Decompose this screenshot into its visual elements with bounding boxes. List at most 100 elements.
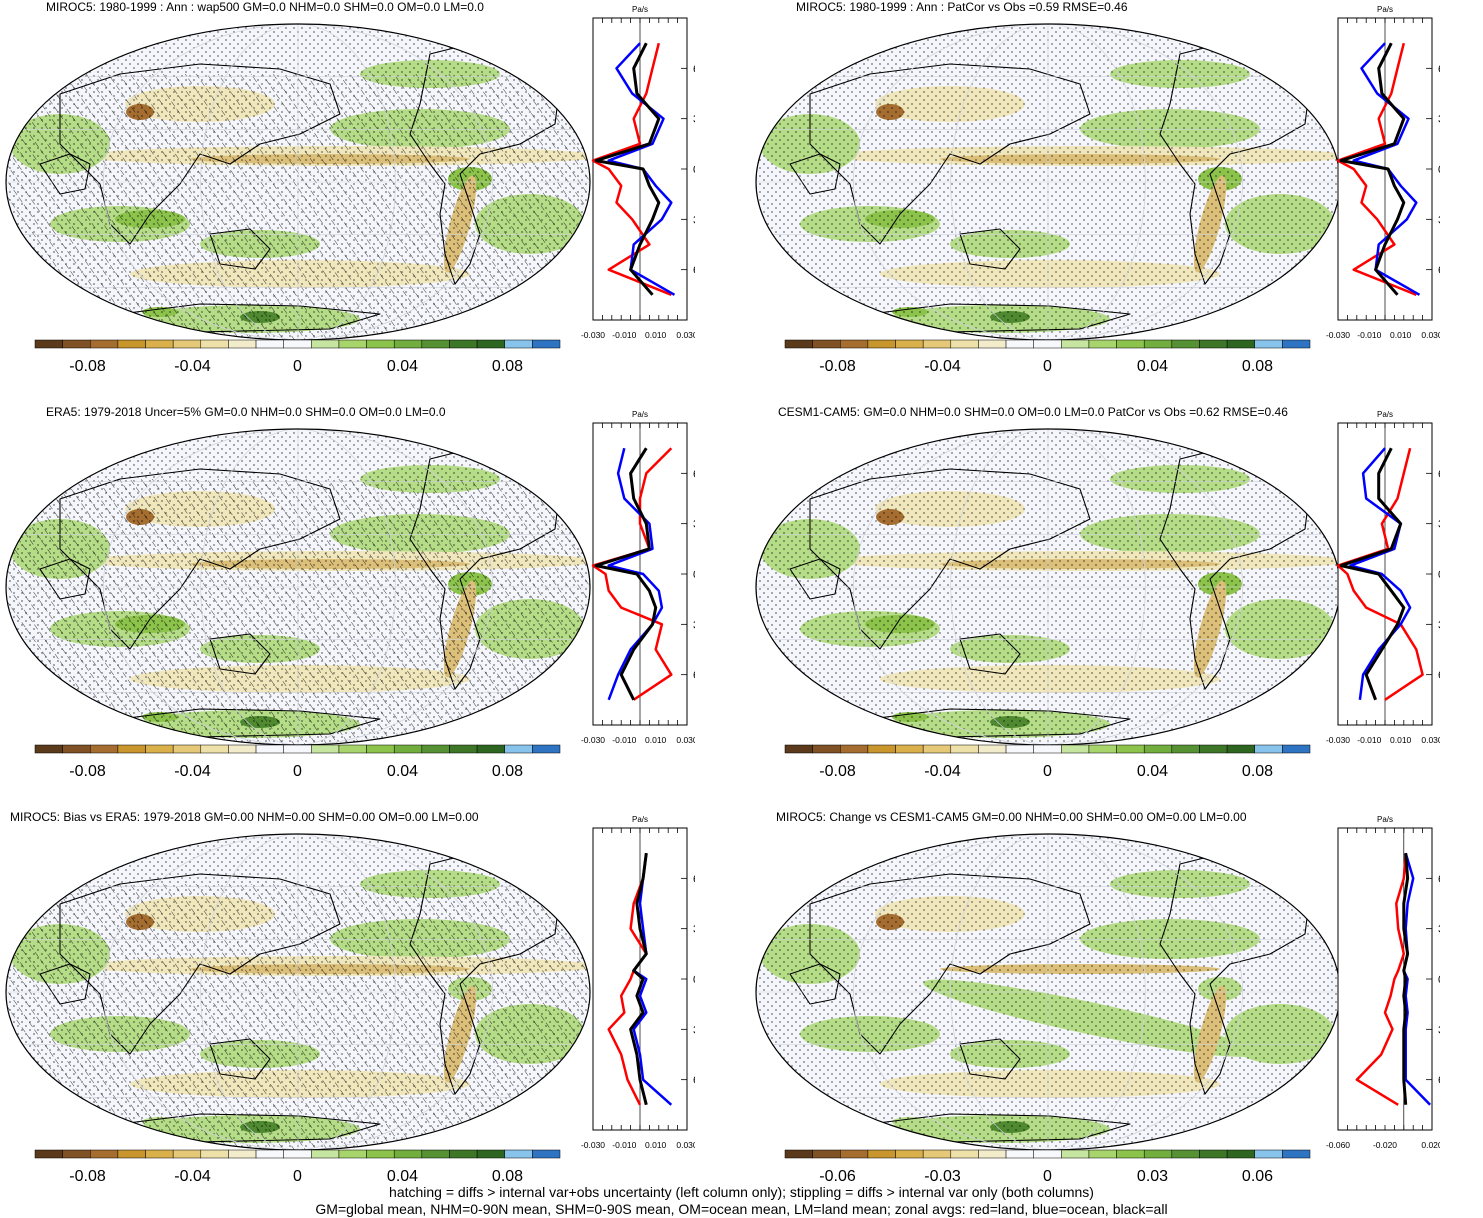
colorbar-swatch bbox=[421, 744, 450, 754]
colorbar-label: 0.08 bbox=[1242, 358, 1273, 375]
colorbar-swatch bbox=[62, 339, 91, 349]
colorbar-swatch bbox=[393, 1149, 423, 1159]
world-map bbox=[755, 428, 1341, 746]
lat-tick-label: 30N bbox=[693, 519, 695, 531]
zonal-tick-label: -0.010 bbox=[1357, 330, 1381, 340]
colorbar-label: -0.04 bbox=[924, 763, 961, 780]
colorbar-swatch bbox=[978, 1149, 1007, 1159]
colorbar-swatch bbox=[1171, 744, 1200, 754]
lat-tick-label: 30S bbox=[1438, 1024, 1440, 1036]
series-all bbox=[594, 42, 661, 296]
panel-title: MIROC5: Change vs CESM1-CAM5 GM=0.00 NHM… bbox=[776, 810, 1247, 824]
colorbar-swatch bbox=[1088, 1149, 1117, 1159]
colorbar-label: 0 bbox=[1043, 1168, 1052, 1185]
zonal-unit: Pa/s bbox=[632, 5, 648, 14]
lat-tick-label: 30N bbox=[693, 924, 695, 936]
panel-miroc5-bias: MIROC5: Bias vs ERA5: 1979-2018 GM=0.00 … bbox=[0, 810, 740, 1185]
graticule bbox=[853, 834, 1243, 1150]
colorbar-swatch bbox=[895, 744, 924, 754]
lat-tick-label: 30N bbox=[1438, 114, 1440, 126]
colorbar-label: 0 bbox=[1043, 763, 1052, 780]
colorbar-swatch bbox=[117, 1149, 146, 1159]
zonal-tick-label: 0.010 bbox=[645, 1140, 667, 1150]
series-land bbox=[591, 447, 673, 701]
colorbar-swatch bbox=[1033, 339, 1062, 349]
zonal-tick-label: -0.020 bbox=[1373, 1140, 1397, 1150]
colorbar-swatch bbox=[1254, 744, 1283, 754]
colorbar-swatch bbox=[172, 1149, 202, 1159]
colorbar-swatch bbox=[311, 1149, 340, 1159]
lat-tick-label: 0 bbox=[1438, 569, 1440, 581]
colorbar-swatch bbox=[532, 744, 561, 754]
zonal-average-plot: Pa/s 60N 30N 0 30S 60S -0.030 -0.010 0.010 0.030 bbox=[581, 5, 695, 340]
colorbar-swatch bbox=[255, 339, 284, 349]
panel-miroc5-change: MIROC5: Change vs CESM1-CAM5 GM=0.00 NHM… bbox=[750, 810, 1483, 1185]
series-land bbox=[591, 42, 672, 296]
zonal-average-plot: Pa/s 60N 30N 0 30S 60S -0.030 -0.010 0.010 0.030 bbox=[581, 815, 695, 1150]
colorbar: -0.08 -0.04 0 0.04 0.08 bbox=[784, 339, 1311, 375]
colorbar-swatch bbox=[200, 339, 229, 349]
coastline bbox=[809, 63, 1091, 245]
colorbar-swatch bbox=[200, 744, 229, 754]
panel-title: MIROC5: 1980-1999 : Ann : wap500 GM=0.0 … bbox=[46, 0, 484, 14]
colorbar-swatch bbox=[145, 339, 174, 349]
colorbar-label: -0.06 bbox=[819, 1168, 856, 1185]
graticule bbox=[200, 834, 396, 1150]
stippling bbox=[756, 429, 1340, 745]
stippling bbox=[756, 834, 1340, 1150]
footer-line-1: hatching = diffs > internal var+obs unce… bbox=[389, 1184, 1094, 1200]
colorbar-swatch bbox=[867, 339, 896, 349]
panel-title: MIROC5: Bias vs ERA5: 1979-2018 GM=0.00 … bbox=[10, 810, 479, 824]
colorbar-swatch bbox=[283, 744, 312, 754]
colorbar-swatch bbox=[421, 1149, 450, 1159]
coastline bbox=[789, 963, 841, 1005]
coastline bbox=[209, 228, 271, 270]
colorbar-swatch bbox=[1199, 1149, 1228, 1159]
panel-title: ERA5: 1979-2018 Uncer=5% GM=0.0 NHM=0.0 … bbox=[46, 405, 446, 419]
colorbar-swatch bbox=[1143, 1149, 1173, 1159]
lat-tick-label: 60S bbox=[1438, 670, 1440, 682]
colorbar-swatch bbox=[1199, 339, 1228, 349]
series-ocean bbox=[1349, 447, 1412, 700]
lat-tick-label: 60N bbox=[1438, 873, 1440, 885]
colorbar-swatch bbox=[840, 1149, 869, 1159]
colorbar-label: 0 bbox=[293, 1168, 302, 1185]
graticule bbox=[950, 429, 1146, 745]
series-land bbox=[1355, 853, 1407, 1106]
colorbar-label: 0.06 bbox=[1242, 1168, 1273, 1185]
colorbar-swatch bbox=[366, 744, 395, 754]
map-field bbox=[6, 429, 590, 745]
zonal-unit: Pa/s bbox=[1377, 815, 1393, 824]
coastline bbox=[959, 1038, 1021, 1080]
zonal-tick-label: -0.030 bbox=[1326, 330, 1350, 340]
graticule bbox=[103, 429, 493, 745]
colorbar-swatch bbox=[228, 1149, 257, 1159]
colorbar-swatch bbox=[393, 744, 423, 754]
coastline bbox=[59, 873, 341, 1055]
colorbar-swatch bbox=[90, 339, 119, 349]
colorbar-label: 0.08 bbox=[492, 763, 523, 780]
colorbar-swatch bbox=[978, 339, 1007, 349]
lat-tick-label: 0 bbox=[1438, 164, 1440, 176]
zonal-average-plot: Pa/s 60N 30N 0 30S 60S -0.030 -0.010 0.010 0.030 bbox=[581, 410, 695, 745]
zonal-average-plot: Pa/s 60N 30N 0 30S 60S -0.030 -0.010 0.010 0.030 bbox=[1326, 410, 1440, 745]
colorbar-swatch bbox=[62, 1149, 91, 1159]
series-all bbox=[594, 447, 658, 701]
graticule bbox=[853, 429, 1243, 745]
colorbar-label: -0.04 bbox=[924, 358, 961, 375]
coastline bbox=[39, 153, 91, 195]
colorbar-swatch bbox=[228, 339, 257, 349]
colorbar-label: 0.04 bbox=[387, 1168, 418, 1185]
colorbar-swatch bbox=[1116, 1149, 1145, 1159]
colorbar-swatch bbox=[1171, 339, 1200, 349]
colorbar-swatch bbox=[449, 1149, 478, 1159]
colorbar-swatch bbox=[1116, 339, 1145, 349]
colorbar-label: -0.03 bbox=[924, 1168, 961, 1185]
series-land bbox=[1336, 447, 1424, 701]
colorbar-swatch bbox=[228, 744, 257, 754]
colorbar-swatch bbox=[90, 1149, 119, 1159]
colorbar-swatch bbox=[172, 744, 202, 754]
colorbar-swatch bbox=[1282, 339, 1311, 349]
map-field bbox=[6, 24, 590, 340]
colorbar-swatch bbox=[283, 339, 312, 349]
